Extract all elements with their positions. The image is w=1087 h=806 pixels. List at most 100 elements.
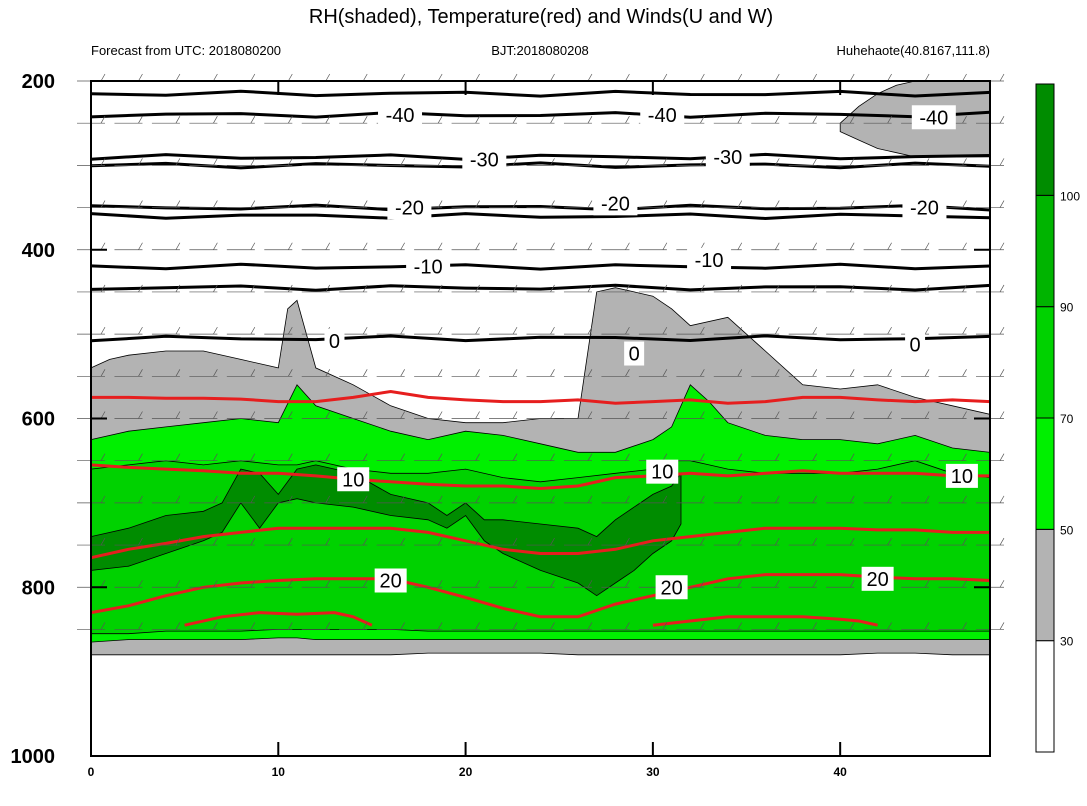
wind-barb-flag xyxy=(662,453,668,461)
wind-barb-flag xyxy=(250,116,256,124)
colorbar-swatch xyxy=(1035,306,1055,419)
wind-barb-flag xyxy=(362,453,368,461)
wind-barb-flag xyxy=(812,580,818,588)
wind-barb-flag xyxy=(362,200,368,208)
wind-barb-flag xyxy=(962,453,967,461)
wind-barb-flag xyxy=(737,200,743,208)
wind-barb-flag xyxy=(587,369,593,377)
wind-barb-flag xyxy=(213,537,218,546)
contour-label: -20 xyxy=(910,198,939,220)
wind-barb-flag xyxy=(999,73,1005,82)
isotherm-7 xyxy=(90,283,991,292)
x-tick-label: 10 xyxy=(272,765,286,779)
wind-barb-flag xyxy=(437,73,443,82)
wind-barb-flag xyxy=(175,537,181,546)
wind-barb-flag xyxy=(437,411,443,419)
y-tick-label: 400 xyxy=(22,240,55,262)
wind-barb-flag xyxy=(737,369,743,377)
contour-label: -30 xyxy=(713,147,742,169)
wind-barb-flag xyxy=(924,537,930,546)
wind-barb-flag xyxy=(662,284,668,293)
wind-barb-flag xyxy=(213,411,218,419)
wind-barb-flag xyxy=(550,116,555,124)
wind-barb-flag xyxy=(437,369,443,377)
wind-barb-flag xyxy=(700,158,705,166)
wind-barb-flag xyxy=(512,580,518,588)
wind-barb-flag xyxy=(362,495,368,504)
wind-barb-flag xyxy=(213,242,218,250)
wind-barb-flag xyxy=(774,453,780,461)
wind-barb-flag xyxy=(250,495,256,504)
wind-barb-flag xyxy=(737,411,743,419)
colorbar-swatch xyxy=(1035,417,1055,530)
wind-barb-flag xyxy=(962,200,967,208)
wind-barb-flag xyxy=(700,580,705,588)
wind-barb-flag xyxy=(962,73,967,82)
colorbar-tick-label: 100 xyxy=(1060,189,1080,203)
contour-label: -10 xyxy=(695,250,724,272)
colorbar-swatch xyxy=(1035,640,1055,753)
wind-barb-flag xyxy=(550,200,555,208)
x-tick-label: 30 xyxy=(646,765,660,779)
wind-barb-flag xyxy=(700,495,705,504)
wind-barb-flag xyxy=(962,411,967,419)
wind-barb-flag xyxy=(625,73,630,82)
wind-barb-flag xyxy=(287,369,293,377)
wind-barb-flag xyxy=(437,242,443,250)
wind-barb-flag xyxy=(812,284,818,293)
wind-barb-flag xyxy=(812,453,818,461)
x-tick-label: 20 xyxy=(459,765,473,779)
contour-label-box xyxy=(687,247,732,272)
wind-barb-flag xyxy=(849,622,855,630)
wind-barb-flag xyxy=(475,200,480,208)
contour-label-box xyxy=(861,566,894,591)
wind-barb-flag xyxy=(250,284,256,293)
wind-barb-flag xyxy=(737,453,743,461)
wind-barb-flag xyxy=(213,369,218,377)
wind-barb-flag xyxy=(100,326,106,335)
wind-barb-flag xyxy=(700,453,705,461)
wind-barb-flag xyxy=(700,411,705,419)
wind-barb-flag xyxy=(887,411,892,419)
wind-barb-flag xyxy=(512,73,518,82)
contour-label: -10 xyxy=(414,257,443,279)
temperature-contour-2 xyxy=(652,615,878,627)
wind-barb-flag xyxy=(138,411,143,419)
contour-label: 20 xyxy=(660,577,682,599)
wind-barb-flag xyxy=(175,369,181,377)
wind-barb-flag xyxy=(400,284,405,293)
wind-barb-flag xyxy=(924,580,930,588)
x-tick-label: 40 xyxy=(833,765,847,779)
wind-barb-flag xyxy=(737,537,743,546)
wind-barb-flag xyxy=(325,622,331,630)
wind-barb-flag xyxy=(662,369,668,377)
wind-barb-flag xyxy=(962,326,967,335)
wind-barb-flag xyxy=(812,411,818,419)
wind-barb-flag xyxy=(362,284,368,293)
wind-barb-flag xyxy=(213,495,218,504)
wind-barb-flag xyxy=(737,495,743,504)
wind-barb-flag xyxy=(437,622,443,630)
wind-barb-flag xyxy=(999,453,1005,461)
wind-barb-flag xyxy=(512,411,518,419)
wind-barb-flag xyxy=(475,116,480,124)
wind-barb-flag xyxy=(662,73,668,82)
wind-barb-flag xyxy=(287,200,293,208)
wind-barb-flag xyxy=(812,495,818,504)
wind-barb-flag xyxy=(325,537,331,546)
contour-label-box xyxy=(387,195,432,220)
wind-barb-flag xyxy=(962,537,967,546)
wind-barb-flag xyxy=(400,242,405,250)
wind-barb-flag xyxy=(437,116,443,124)
wind-barb-flag xyxy=(400,73,405,82)
wind-barb-flag xyxy=(774,73,780,82)
colorbar: 30 50 70 90 100 xyxy=(1035,83,1080,753)
wind-barb-flag xyxy=(138,73,143,82)
wind-barb-flag xyxy=(924,242,930,250)
wind-barb-flag xyxy=(362,242,368,250)
wind-barb-flag xyxy=(213,453,218,461)
contour-label-box xyxy=(655,575,688,600)
isotherm-4 xyxy=(90,203,991,212)
wind-barb-flag xyxy=(250,580,256,588)
wind-barb-flag xyxy=(774,158,780,166)
